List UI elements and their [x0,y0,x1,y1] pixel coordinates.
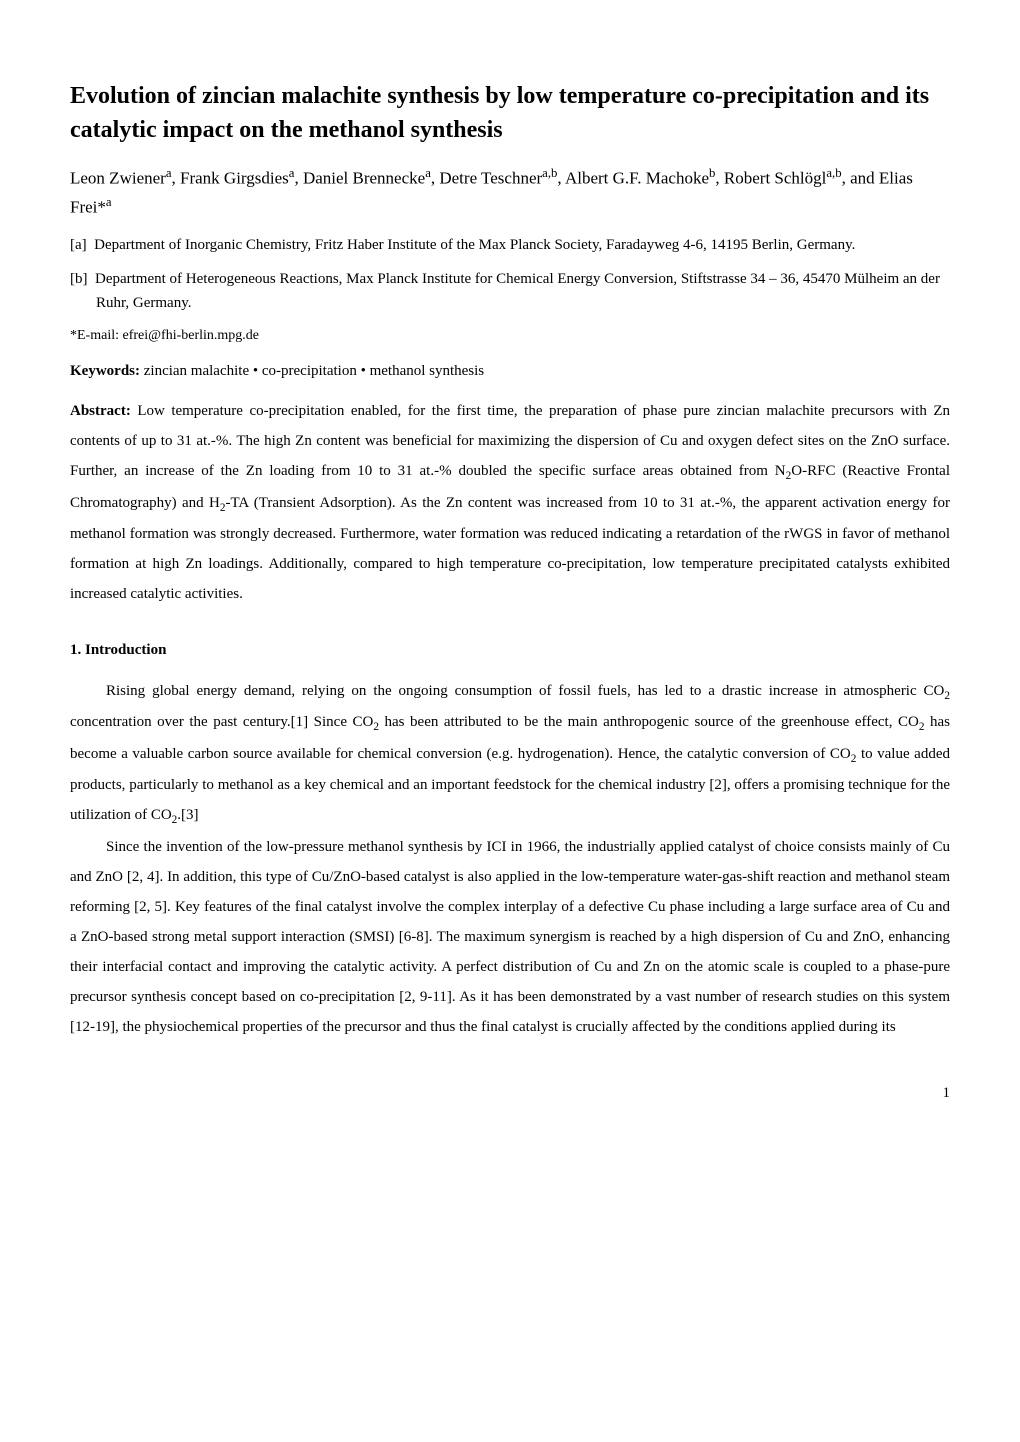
keywords-line: Keywords: zincian malachite • co-precipi… [70,360,950,383]
affiliation-text: Department of Heterogeneous Reactions, M… [95,271,940,311]
abstract-label: Abstract: [70,403,131,419]
intro-paragraph-1: Rising global energy demand, relying on … [70,676,950,832]
affiliation-b: [b] Department of Heterogeneous Reaction… [70,267,950,315]
page-number: 1 [70,1082,950,1105]
keywords-label: Keywords: [70,363,140,379]
keywords-text: zincian malachite • co-precipitation • m… [140,363,484,379]
affiliation-label: [a] [70,237,87,253]
author-list: Leon Zwienera, Frank Girgsdiesa, Daniel … [70,163,950,221]
affiliation-a: [a] Department of Inorganic Chemistry, F… [70,233,950,257]
email-address: efrei@fhi-berlin.mpg.de [123,328,260,343]
affiliation-text: Department of Inorganic Chemistry, Fritz… [94,237,855,253]
section-heading-introduction: 1. Introduction [70,639,950,662]
abstract-block: Abstract: Low temperature co-precipitati… [70,396,950,609]
abstract-text: Low temperature co-precipitation enabled… [70,403,950,602]
affiliation-label: [b] [70,271,88,287]
paper-title: Evolution of zincian malachite synthesis… [70,80,950,147]
corresponding-email: *E-mail: efrei@fhi-berlin.mpg.de [70,325,950,346]
email-prefix: *E-mail: [70,328,123,343]
intro-paragraph-2: Since the invention of the low-pressure … [70,832,950,1042]
